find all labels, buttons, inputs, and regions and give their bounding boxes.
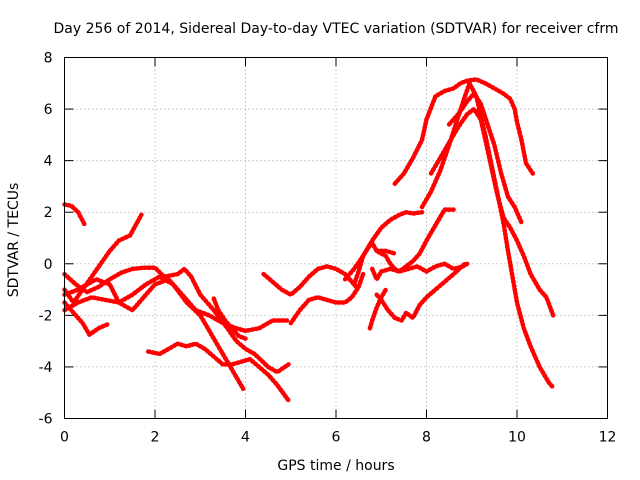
series-track-4 — [62, 300, 110, 337]
series-track-12 — [351, 207, 456, 287]
series-track-14 — [369, 261, 470, 282]
series-track-10 — [288, 271, 366, 326]
y-tick-label: 8 — [44, 51, 53, 67]
series-track-17 — [392, 77, 536, 187]
series-track-7 — [145, 341, 291, 403]
axis-ticks: 0 2 4 6 8 10 12 -6 -4 -2 0 2 4 6 8 — [39, 51, 617, 446]
x-tick-label: 6 — [332, 430, 341, 446]
y-tick-label: 2 — [44, 205, 53, 221]
series-track-1 — [62, 202, 88, 228]
chart-title: Day 256 of 2014, Sidereal Day-to-day VTE… — [54, 21, 619, 37]
x-tick-label: 12 — [599, 430, 617, 446]
y-tick-label: 0 — [44, 257, 53, 273]
x-axis-label: GPS time / hours — [277, 458, 394, 474]
series-track-5 — [62, 277, 291, 334]
series-track-3 — [62, 265, 291, 375]
y-axis-label: SDTVAR / TECUs — [6, 183, 22, 298]
y-tick-label: -2 — [39, 308, 53, 324]
series-track-9 — [261, 264, 359, 297]
y-tick-label: -4 — [39, 360, 53, 376]
series-track-2 — [62, 212, 144, 305]
series-track-13 — [374, 248, 398, 256]
series-track-15 — [367, 287, 389, 331]
series-track-8 — [211, 296, 248, 341]
x-tick-label: 0 — [60, 430, 69, 446]
y-tick-label: -6 — [39, 412, 53, 428]
plot-frame — [64, 57, 608, 419]
series-track-11 — [342, 209, 425, 282]
series-track-16 — [374, 261, 468, 323]
y-tick-label: 4 — [44, 154, 53, 170]
series-track-6 — [62, 274, 246, 392]
x-tick-label: 8 — [422, 430, 431, 446]
series-track-19 — [428, 106, 556, 318]
x-tick-label: 10 — [508, 430, 526, 446]
series-track-20 — [446, 91, 524, 225]
y-tick-label: 6 — [44, 102, 53, 118]
x-tick-label: 4 — [241, 430, 250, 446]
grid — [64, 57, 608, 419]
data-series — [62, 77, 556, 403]
x-tick-label: 2 — [151, 430, 160, 446]
